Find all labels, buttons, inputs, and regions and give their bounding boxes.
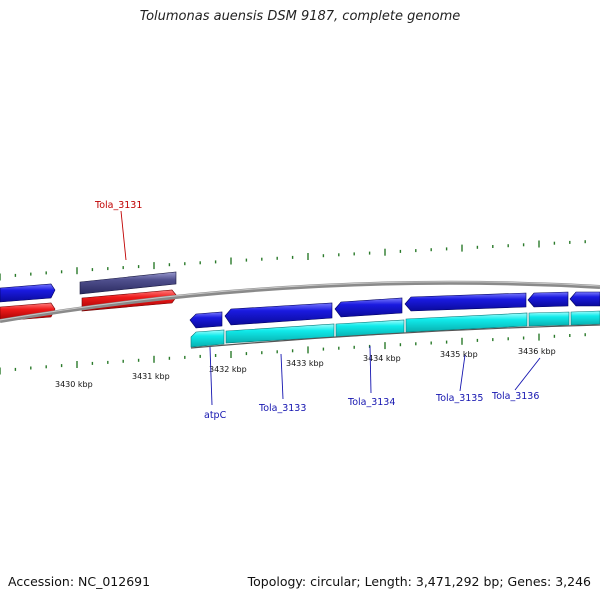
label-leaders [120, 210, 541, 406]
gene-label-tola-3135[interactable]: Tola_3135 [435, 393, 483, 404]
feature-cds-tola-3133[interactable] [224, 302, 333, 326]
gene-label-tola-3134[interactable]: Tola_3134 [347, 397, 395, 408]
feature-cds-right-edge[interactable] [569, 291, 600, 307]
tick-marks-top [0, 240, 586, 281]
kbp-label-3435: 3435 kbp [440, 350, 478, 359]
kbp-label-3434: 3434 kbp [363, 354, 401, 363]
leader-tola-3133 [280, 353, 284, 400]
feature-cds-tola-3135[interactable] [404, 292, 527, 312]
kbp-label-3436: 3436 kbp [518, 347, 556, 356]
leader-tola-3135 [459, 354, 466, 392]
feature-cds-tola-3136[interactable] [527, 291, 569, 308]
kbp-label-3432: 3432 kbp [209, 365, 247, 374]
kbp-label-3430: 3430 kbp [55, 380, 93, 389]
map-title: Tolumonas auensis DSM 9187, complete gen… [139, 9, 461, 24]
gene-label-tola-3131[interactable]: Tola_3131 [94, 200, 142, 211]
feature-rna-tola-3135[interactable] [405, 312, 528, 333]
feature-rna-tola-3133[interactable] [225, 323, 335, 344]
feature-cds-atpc[interactable] [189, 311, 223, 329]
reverse-cds-track [189, 291, 600, 329]
feature-rna-right-edge[interactable] [570, 310, 600, 326]
leader-tola-3131 [120, 210, 127, 261]
feature-pseudo-tola-3131[interactable] [79, 271, 177, 295]
gene-label-atpc[interactable]: atpC [204, 410, 227, 421]
accession-text: Accession: NC_012691 [8, 574, 151, 589]
kbp-label-3431: 3431 kbp [132, 372, 170, 381]
leader-tola-3134 [369, 345, 372, 394]
gene-labels: Tola_3131 atpC Tola_3133 Tola_3134 Tola_… [94, 200, 539, 421]
kbp-label-3433: 3433 kbp [286, 359, 324, 368]
kbp-labels: 3430 kbp 3431 kbp 3432 kbp 3433 kbp 3434… [55, 347, 556, 389]
feature-cds-tola-3134[interactable] [334, 297, 403, 318]
feature-rna-atpc[interactable] [190, 329, 225, 348]
reverse-rna-track [190, 310, 600, 349]
leader-atpc [209, 346, 213, 406]
genome-backbone [0, 280, 600, 323]
genome-backbone-highlight [0, 281, 600, 321]
tick-marks-bottom [0, 333, 586, 375]
feature-forward-cds-left[interactable] [0, 283, 56, 303]
reverse-track-underline [190, 324, 600, 349]
leader-tola-3136 [514, 357, 541, 391]
gene-label-tola-3136[interactable]: Tola_3136 [491, 391, 539, 402]
genome-summary-text: Topology: circular; Length: 3,471,292 bp… [247, 574, 591, 589]
feature-rna-tola-3136[interactable] [528, 311, 570, 327]
gene-label-tola-3133[interactable]: Tola_3133 [258, 403, 306, 414]
